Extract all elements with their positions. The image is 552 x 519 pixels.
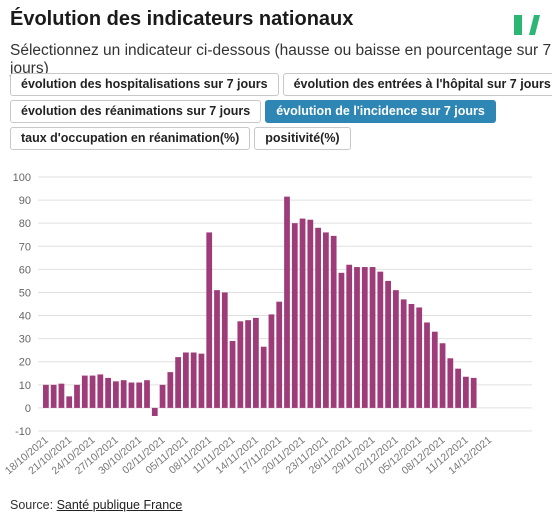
bar: [393, 290, 399, 408]
source-line: Source: Santé publique France: [10, 498, 182, 512]
bar: [330, 235, 337, 408]
y-tick-label: 50: [19, 287, 31, 299]
bar: [291, 223, 298, 408]
page-title: Évolution des indicateurs nationaux: [10, 8, 354, 30]
bar: [221, 292, 228, 408]
bar: [198, 353, 205, 408]
bar: [346, 264, 353, 408]
bar: [463, 376, 469, 408]
bar: [136, 382, 143, 408]
bar: [245, 320, 251, 408]
y-tick-label: 90: [19, 195, 31, 207]
bar: [354, 267, 360, 408]
bar: [338, 272, 345, 408]
bar: [81, 375, 88, 408]
source-link[interactable]: Santé publique France: [56, 498, 183, 512]
incidence-bar-chart: -10010203040506070809010018/10/202121/10…: [3, 172, 532, 477]
bar: [120, 380, 127, 408]
y-tick-label: 40: [19, 311, 31, 323]
bar: [284, 196, 290, 408]
bar: [424, 322, 430, 408]
bar: [470, 377, 477, 408]
y-tick-label: 30: [19, 334, 31, 346]
bar: [323, 232, 329, 408]
tab-entrees-hopital[interactable]: évolution des entrées à l'hôpital sur 7 …: [282, 73, 552, 96]
y-tick-label: 80: [19, 218, 31, 230]
bar: [377, 271, 384, 408]
y-tick-label: 100: [13, 172, 31, 184]
bar: [151, 407, 158, 416]
tab-positivite[interactable]: positivité(%): [254, 127, 351, 150]
bar: [400, 299, 407, 408]
bar: [97, 374, 104, 408]
logo-slash: [529, 15, 540, 35]
bar: [315, 227, 321, 408]
bar: [385, 280, 391, 408]
bar: [439, 343, 446, 408]
logo-left-bar: [514, 15, 522, 35]
logo-icon: [514, 15, 540, 35]
bar: [229, 340, 236, 408]
bar: [105, 377, 111, 408]
y-tick-label: 0: [25, 403, 31, 415]
tab-row-3: taux d'occupation en réanimation(%) posi…: [10, 127, 545, 150]
bar: [276, 301, 283, 408]
bar: [268, 314, 275, 408]
page-subtitle: Sélectionnez un indicateur ci-dessous (h…: [10, 42, 552, 77]
bar: [237, 321, 244, 408]
bar: [74, 384, 80, 408]
bar: [167, 372, 174, 408]
bar: [447, 358, 454, 408]
bar: [113, 381, 119, 408]
bar: [128, 382, 135, 408]
bar: [260, 346, 267, 408]
bar: [299, 218, 306, 408]
bar: [183, 352, 189, 408]
y-tick-label: 60: [19, 264, 31, 276]
bar: [408, 304, 415, 408]
bar: [175, 357, 181, 408]
bar: [206, 232, 213, 408]
bar: [144, 380, 150, 408]
bar: [307, 219, 314, 408]
y-tick-label: -10: [15, 426, 31, 438]
bar: [43, 384, 49, 408]
bar: [214, 290, 220, 408]
tab-hospitalisations[interactable]: évolution des hospitalisations sur 7 jou…: [10, 73, 279, 96]
bar: [159, 384, 166, 408]
bar: [455, 368, 461, 408]
tab-row-2: évolution des réanimations sur 7 jours é…: [10, 100, 545, 123]
bar: [253, 317, 259, 408]
y-tick-label: 20: [19, 357, 31, 369]
tab-taux-occupation[interactable]: taux d'occupation en réanimation(%): [10, 127, 251, 150]
bar: [58, 383, 65, 408]
indicator-selector: évolution des hospitalisations sur 7 jou…: [10, 73, 552, 154]
source-prefix: Source:: [10, 498, 57, 512]
bar: [190, 352, 197, 408]
y-tick-label: 70: [19, 241, 31, 253]
bar: [361, 267, 368, 408]
tab-row-1: évolution des hospitalisations sur 7 jou…: [10, 73, 552, 96]
bar: [66, 396, 73, 408]
bar: [416, 307, 423, 408]
tab-incidence[interactable]: évolution de l'incidence sur 7 jours: [265, 100, 496, 123]
bar: [369, 267, 376, 408]
y-tick-label: 10: [19, 380, 31, 392]
bar: [431, 331, 438, 408]
tab-reanimations[interactable]: évolution des réanimations sur 7 jours: [10, 100, 262, 123]
bar: [89, 375, 96, 408]
bar: [50, 384, 57, 408]
